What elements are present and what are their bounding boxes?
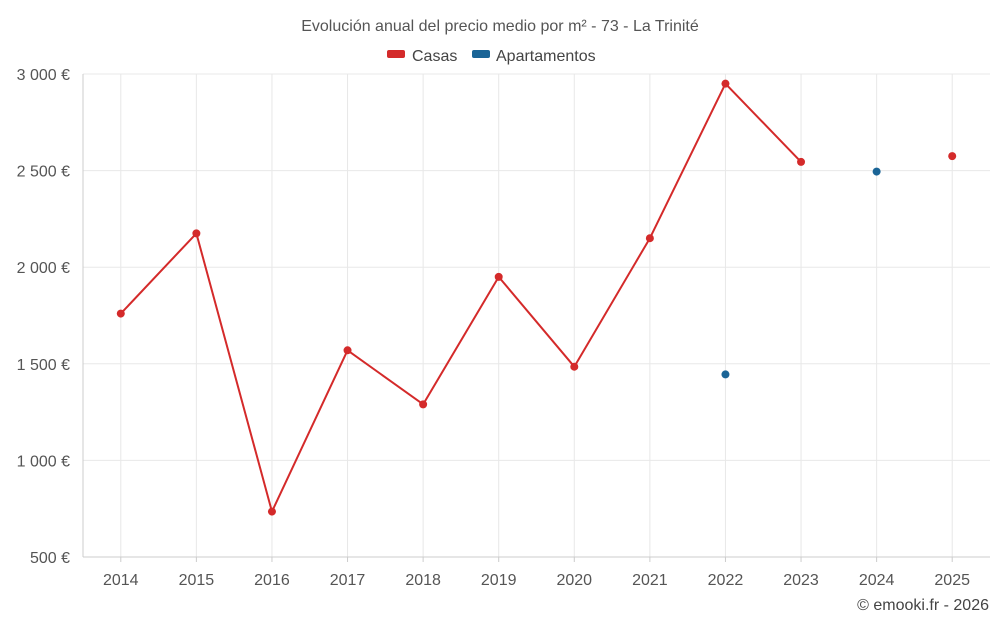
data-point-casas-2022[interactable] xyxy=(721,79,730,88)
chart-title: Evolución anual del precio medio por m² … xyxy=(301,18,699,35)
credit: © emooki.fr - 2026 xyxy=(857,597,989,614)
data-point-casas-2025[interactable] xyxy=(948,152,957,161)
y-axis-ticks: 500 € 1 000 € 1 500 € 2 000 € 2 500 € 3 000 € xyxy=(17,67,70,567)
data-point-casas-2018[interactable] xyxy=(419,400,428,409)
data-point-apartamentos-2024[interactable] xyxy=(872,167,881,176)
data-point-casas-2017[interactable] xyxy=(343,346,352,355)
data-point-casas-2020[interactable] xyxy=(570,362,579,371)
legend-swatch-casas xyxy=(387,50,405,58)
legend: Casas Apartamentos xyxy=(387,48,596,65)
legend-item-apartamentos[interactable]: Apartamentos xyxy=(472,48,596,65)
legend-label-casas: Casas xyxy=(412,48,457,65)
x-tick-label: 2023 xyxy=(783,572,819,589)
y-tick-label: 3 000 € xyxy=(17,67,70,84)
data-point-casas-2021[interactable] xyxy=(645,234,654,243)
data-point-casas-2023[interactable] xyxy=(797,157,806,166)
data-point-casas-2015[interactable] xyxy=(192,229,201,238)
y-tick-label: 2 000 € xyxy=(17,260,70,277)
y-tick-label: 2 500 € xyxy=(17,164,70,181)
x-tick-label: 2022 xyxy=(708,572,744,589)
data-point-casas-2019[interactable] xyxy=(494,272,503,281)
series-casas xyxy=(116,79,957,516)
series-apartamentos xyxy=(721,167,881,379)
series-line-casas xyxy=(120,82,802,513)
x-tick-label: 2021 xyxy=(632,572,668,589)
x-tick-label: 2016 xyxy=(254,572,290,589)
x-tick-label: 2017 xyxy=(330,572,366,589)
x-tick-label: 2025 xyxy=(934,572,970,589)
data-point-casas-2016[interactable] xyxy=(267,507,276,516)
y-tick-label: 1 000 € xyxy=(17,453,70,470)
x-tick-label: 2014 xyxy=(103,572,139,589)
data-point-casas-2014[interactable] xyxy=(116,309,125,318)
x-tick-label: 2019 xyxy=(481,572,517,589)
x-tick-label: 2024 xyxy=(859,572,895,589)
data-point-apartamentos-2022[interactable] xyxy=(721,370,730,379)
x-axis-ticks: 2014 2015 2016 2017 2018 2019 2020 2021 2022 2023… xyxy=(103,557,970,589)
legend-item-casas[interactable]: Casas xyxy=(387,48,457,65)
legend-swatch-apartamentos xyxy=(472,50,490,58)
x-tick-label: 2020 xyxy=(556,572,592,589)
series xyxy=(116,79,957,516)
y-tick-label: 1 500 € xyxy=(17,357,70,374)
y-tick-label: 500 € xyxy=(30,550,70,567)
x-tick-label: 2015 xyxy=(179,572,215,589)
legend-label-apartamentos: Apartamentos xyxy=(496,48,596,65)
x-tick-label: 2018 xyxy=(405,572,441,589)
